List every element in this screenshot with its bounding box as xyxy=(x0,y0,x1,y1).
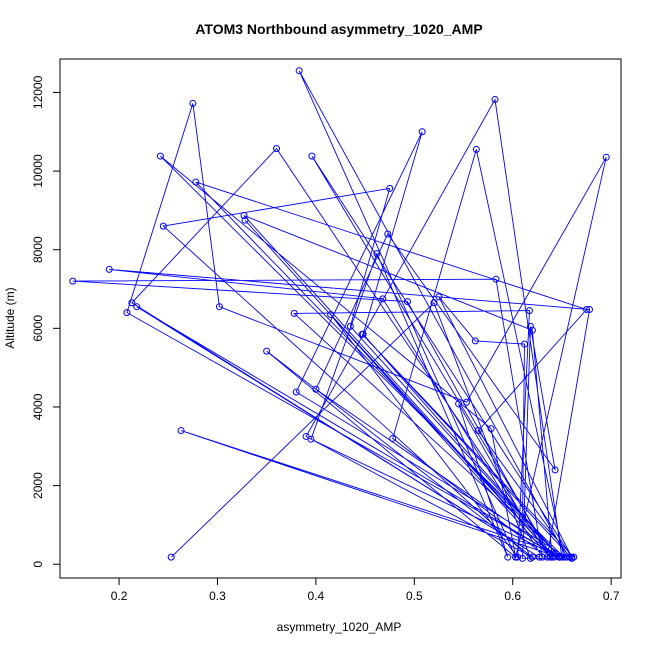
data-point xyxy=(373,250,381,258)
data-point xyxy=(308,152,316,160)
data-point xyxy=(586,305,594,313)
data-point xyxy=(521,340,529,348)
data-point xyxy=(384,230,392,238)
data-point xyxy=(551,466,559,474)
data-point xyxy=(519,513,527,521)
data-point xyxy=(105,265,113,273)
data-point xyxy=(570,553,578,561)
data-point xyxy=(128,299,136,307)
data-point xyxy=(389,434,397,442)
data-point xyxy=(548,553,556,561)
data-point xyxy=(491,95,499,103)
data-point xyxy=(307,435,315,443)
data-point xyxy=(525,307,533,315)
y-tick-label: 10000 xyxy=(31,154,45,188)
data-point xyxy=(156,152,164,160)
y-tick-label: 8000 xyxy=(31,236,45,263)
data-point xyxy=(472,145,480,153)
y-tick-label: 2000 xyxy=(31,472,45,499)
data-point xyxy=(403,298,411,306)
data-point xyxy=(462,398,470,406)
data-point xyxy=(538,553,546,561)
data-point xyxy=(471,337,479,345)
x-tick-label: 0.2 xyxy=(111,589,128,603)
y-tick-label: 0 xyxy=(31,561,45,568)
y-axis-label: Altitude (m) xyxy=(3,287,17,348)
data-point xyxy=(528,553,536,561)
y-tick-label: 6000 xyxy=(31,315,45,342)
data-point xyxy=(543,553,551,561)
data-point xyxy=(487,425,495,433)
data-point xyxy=(295,67,303,75)
data-point xyxy=(583,305,591,313)
data-point xyxy=(290,309,298,317)
data-point xyxy=(386,184,394,192)
data-point xyxy=(514,553,522,561)
data-point xyxy=(602,153,610,161)
data-point xyxy=(192,178,200,186)
data-point xyxy=(177,427,185,435)
data-point xyxy=(430,299,438,307)
y-tick-label: 12000 xyxy=(31,75,45,109)
data-point xyxy=(556,553,564,561)
data-point xyxy=(159,222,167,230)
data-point xyxy=(492,275,500,283)
data-point xyxy=(240,211,248,219)
y-axis: 0 2000 4000 6000 8000 10000 12000 xyxy=(31,75,60,568)
data-point xyxy=(512,553,520,561)
data-point xyxy=(273,145,281,153)
data-point xyxy=(546,553,554,561)
data-point xyxy=(358,330,366,338)
x-tick-label: 0.4 xyxy=(308,589,325,603)
x-axis: 0.2 0.3 0.4 0.5 0.6 0.7 xyxy=(111,578,620,603)
data-point xyxy=(558,553,566,561)
data-point xyxy=(504,553,512,561)
data-point xyxy=(241,216,249,224)
data-point xyxy=(519,554,527,562)
x-tick-label: 0.5 xyxy=(406,589,423,603)
y-tick-label: 4000 xyxy=(31,393,45,420)
x-tick-label: 0.6 xyxy=(504,589,521,603)
plot-area-frame xyxy=(59,58,622,579)
data-point xyxy=(526,322,534,330)
data-point xyxy=(69,277,77,285)
x-axis-label: asymmetry_1020_AMP xyxy=(277,620,402,634)
data-point xyxy=(418,128,426,136)
data-point xyxy=(379,295,387,303)
data-point xyxy=(455,400,463,408)
x-tick-label: 0.7 xyxy=(603,589,620,603)
data-point xyxy=(435,293,443,301)
data-point xyxy=(563,553,571,561)
data-point xyxy=(535,553,543,561)
data-point xyxy=(123,309,131,317)
data-point xyxy=(560,553,568,561)
series-layer xyxy=(69,67,610,562)
chart-title: ATOM3 Northbound asymmetry_1020_AMP xyxy=(195,21,482,37)
data-point xyxy=(292,388,300,396)
data-point xyxy=(312,385,320,393)
data-point xyxy=(133,303,141,311)
data-point xyxy=(474,427,482,435)
data-point xyxy=(263,347,271,355)
data-point xyxy=(528,326,536,334)
data-point xyxy=(215,303,223,311)
x-tick-label: 0.3 xyxy=(209,589,226,603)
data-point xyxy=(167,553,175,561)
series-line xyxy=(72,70,607,559)
data-point xyxy=(189,99,197,107)
data-point xyxy=(327,311,335,319)
data-point xyxy=(346,322,354,330)
